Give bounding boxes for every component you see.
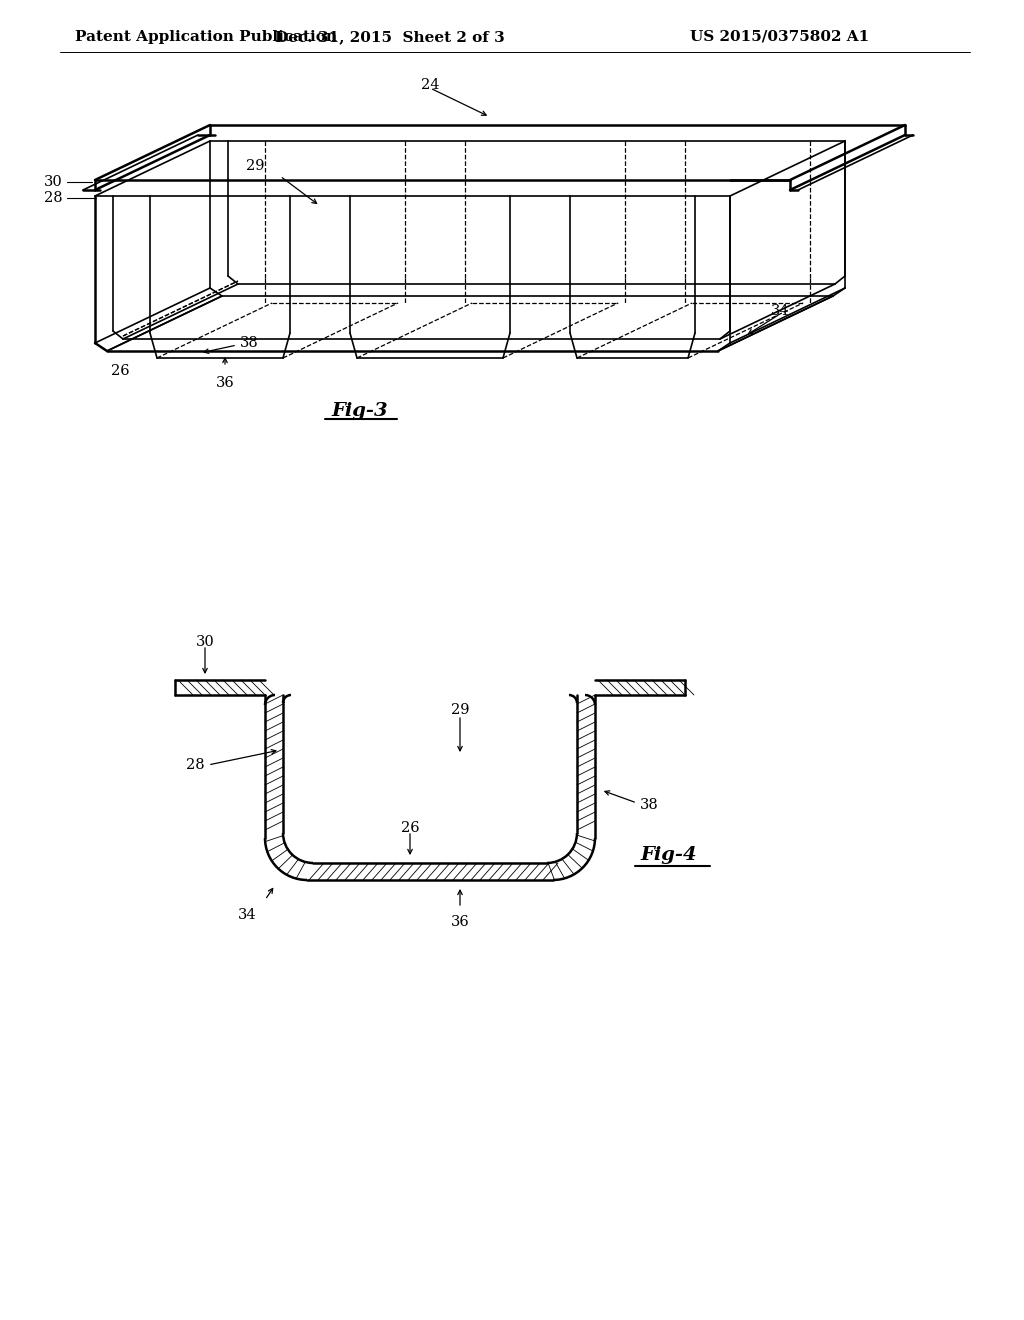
- Text: 28: 28: [44, 191, 63, 205]
- Text: 38: 38: [640, 799, 658, 812]
- Text: Fig-3: Fig-3: [332, 403, 388, 420]
- Text: 34: 34: [771, 304, 790, 318]
- Text: 30: 30: [196, 635, 214, 649]
- Text: 24: 24: [421, 78, 439, 92]
- Text: 38: 38: [240, 337, 259, 350]
- Text: 36: 36: [451, 915, 469, 929]
- Text: 28: 28: [186, 758, 205, 772]
- Text: 30: 30: [44, 176, 63, 189]
- Text: Fig-4: Fig-4: [640, 846, 696, 865]
- Text: Dec. 31, 2015  Sheet 2 of 3: Dec. 31, 2015 Sheet 2 of 3: [275, 30, 505, 44]
- Text: 36: 36: [216, 376, 234, 389]
- Text: 26: 26: [400, 821, 419, 836]
- Text: Patent Application Publication: Patent Application Publication: [75, 30, 337, 44]
- Text: 29: 29: [451, 704, 469, 717]
- Text: 29: 29: [246, 158, 264, 173]
- Text: US 2015/0375802 A1: US 2015/0375802 A1: [690, 30, 869, 44]
- Text: 26: 26: [111, 364, 129, 378]
- Text: 34: 34: [238, 908, 256, 921]
